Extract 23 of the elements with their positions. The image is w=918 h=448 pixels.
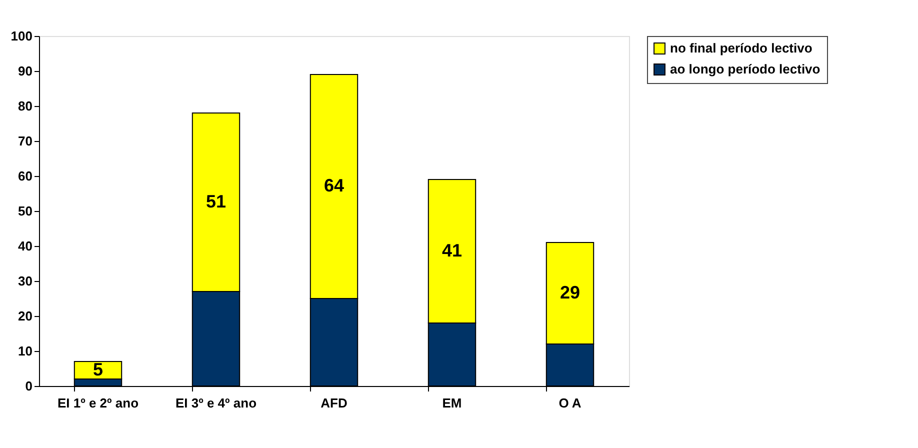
data-label: 64 (324, 176, 344, 196)
y-tick-label: 80 (18, 98, 32, 114)
x-tick-label: EI 3º e 4º ano (175, 396, 257, 410)
data-label: 41 (442, 240, 462, 260)
y-tick-label: 100 (10, 28, 32, 44)
y-tick-label: 90 (18, 64, 32, 78)
data-label: 29 (560, 282, 580, 302)
y-tick-label: 30 (18, 274, 32, 288)
y-tick-label: 20 (18, 308, 32, 324)
y-tick-label: 60 (18, 168, 32, 184)
x-tick-label: EM (442, 396, 462, 410)
y-tick-label: 70 (18, 134, 32, 148)
x-tick-label: O A (558, 396, 582, 410)
data-label: 51 (206, 191, 226, 212)
x-tick-label: EI 1º e 2º ano (57, 396, 139, 410)
y-tick-label: 0 (25, 378, 32, 394)
y-tick-label: 50 (18, 204, 32, 218)
x-tick-label: AFD (320, 396, 348, 410)
data-label: 5 (92, 359, 104, 380)
legend-label: no final período lectivo (670, 40, 812, 56)
y-tick-label: 10 (18, 344, 32, 358)
legend-label: ao longo período lectivo (670, 62, 820, 76)
y-tick-label: 40 (18, 238, 32, 254)
